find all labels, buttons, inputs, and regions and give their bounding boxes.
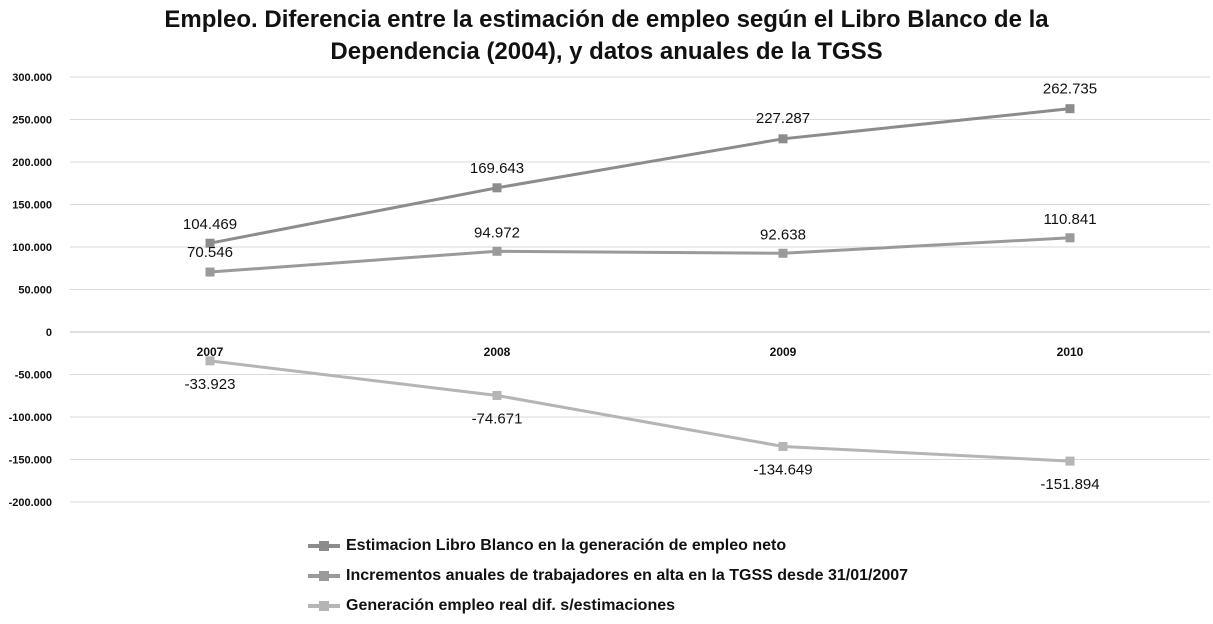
data-point — [492, 183, 502, 193]
y-tick-label: 250.000 — [12, 115, 52, 127]
data-label: 110.841 — [1043, 211, 1096, 228]
data-label: -33.923 — [185, 376, 236, 393]
legend-label: Estimacion Libro Blanco en la generación… — [346, 537, 787, 554]
grid-lines — [70, 76, 1210, 503]
data-point — [1065, 233, 1075, 243]
data-point — [778, 134, 788, 144]
data-label: 92.638 — [760, 226, 806, 243]
legend-item: Generación empleo real dif. s/estimacion… — [308, 594, 908, 618]
data-label: 227.287 — [756, 110, 810, 127]
data-label: -134.649 — [753, 461, 812, 478]
y-tick-label: 200.000 — [12, 157, 52, 169]
data-label: -74.671 — [472, 410, 523, 427]
x-tick-label: 2008 — [484, 345, 511, 359]
y-tick-label: 0 — [46, 327, 52, 339]
data-point — [1065, 104, 1075, 114]
x-axis: 2007 2008 2009 2010 — [197, 345, 1084, 359]
data-label: 94.972 — [474, 224, 520, 241]
legend-item: Estimacion Libro Blanco en la generación… — [308, 534, 908, 558]
y-tick-label: 100.000 — [12, 242, 52, 254]
data-point — [492, 246, 502, 256]
chart-title-line-2: Dependencia (2004), y datos anuales de l… — [330, 38, 883, 65]
x-tick-label: 2010 — [1057, 345, 1084, 359]
y-tick-label: -50.000 — [15, 370, 52, 382]
data-label: 169.643 — [470, 160, 524, 177]
chart-title: Empleo. Diferencia entre la estimación d… — [0, 4, 1213, 68]
y-axis: 300.000 250.000 200.000 150.000 100.000 50.00… — [9, 72, 52, 509]
legend: Estimacion Libro Blanco en la generación… — [308, 534, 908, 624]
series-3: -33.923 -74.671 -134.649 -151.894 — [185, 356, 1100, 493]
series-1: 104.469 169.643 227.287 262.735 — [183, 81, 1097, 248]
y-tick-label: -150.000 — [9, 455, 52, 467]
data-point — [492, 390, 502, 400]
data-label: 104.469 — [183, 216, 237, 233]
series-line — [209, 359, 1071, 463]
legend-marker — [319, 571, 329, 581]
data-label: -151.894 — [1040, 476, 1099, 493]
series-2: 70.546 94.972 92.638 110.841 — [187, 211, 1097, 277]
x-tick-label: 2007 — [197, 345, 224, 359]
data-point — [1065, 456, 1075, 466]
data-point — [205, 238, 215, 248]
x-tick-label: 2009 — [770, 345, 797, 359]
y-tick-label: 50.000 — [18, 285, 52, 297]
legend-swatch — [308, 601, 340, 611]
y-tick-label: 150.000 — [12, 200, 52, 212]
data-point — [778, 248, 788, 258]
legend-swatch — [308, 541, 340, 551]
legend-marker — [319, 601, 329, 611]
y-tick-label: 300.000 — [12, 72, 52, 84]
legend-swatch — [308, 571, 340, 581]
y-tick-label: -200.000 — [9, 497, 52, 509]
legend-label: Incrementos anuales de trabajadores en a… — [346, 567, 909, 584]
data-label: 70.546 — [187, 244, 233, 261]
data-label: 262.735 — [1043, 81, 1097, 98]
plot-area: 104.469 169.643 227.287 262.735 70.546 94.972… — [183, 81, 1100, 493]
data-point — [205, 267, 215, 277]
legend-item: Incrementos anuales de trabajadores en a… — [308, 564, 908, 588]
legend-marker — [319, 541, 329, 551]
chart-title-line-1: Empleo. Diferencia entre la estimación d… — [164, 6, 1049, 33]
data-point — [205, 356, 215, 366]
legend-label: Generación empleo real dif. s/estimacion… — [346, 597, 676, 614]
series-line — [209, 107, 1071, 245]
data-point — [778, 441, 788, 451]
series-line — [209, 236, 1071, 274]
y-tick-label: -100.000 — [9, 412, 52, 424]
